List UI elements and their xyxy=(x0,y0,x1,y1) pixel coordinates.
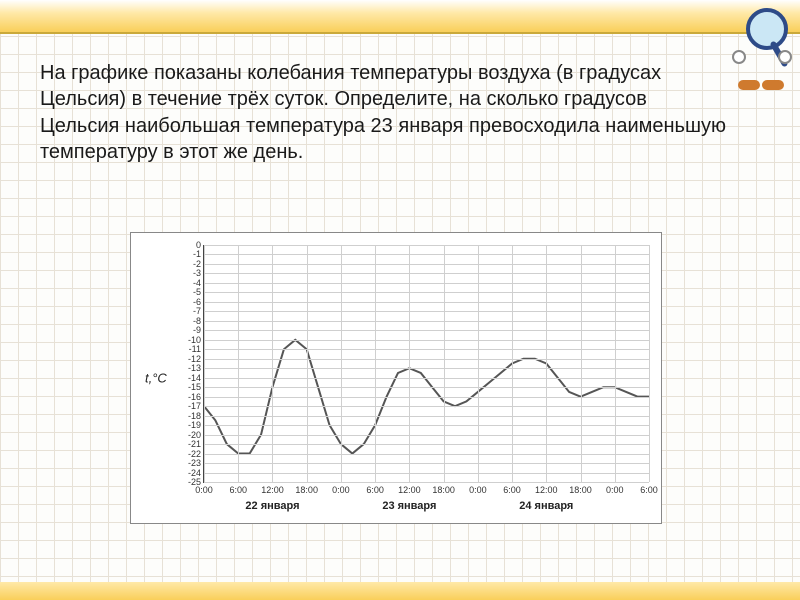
hgrid-line xyxy=(204,311,649,312)
hgrid-line xyxy=(204,273,649,274)
hgrid-line xyxy=(204,463,649,464)
hgrid-line xyxy=(204,349,649,350)
x-tick-label: 0:00 xyxy=(195,482,213,495)
mascot-hand-left xyxy=(732,50,746,64)
hgrid-line xyxy=(204,473,649,474)
hgrid-line xyxy=(204,454,649,455)
hgrid-line xyxy=(204,435,649,436)
hgrid-line xyxy=(204,302,649,303)
hgrid-line xyxy=(204,368,649,369)
x-tick-label: 6:00 xyxy=(229,482,247,495)
x-tick-label: 0:00 xyxy=(606,482,624,495)
vgrid-line xyxy=(478,245,479,482)
hgrid-line xyxy=(204,444,649,445)
hgrid-line xyxy=(204,330,649,331)
mascot-shoe-left xyxy=(738,80,760,90)
vgrid-line xyxy=(444,245,445,482)
vgrid-line xyxy=(512,245,513,482)
top-accent-bar xyxy=(0,0,800,34)
magnifier-lens-icon xyxy=(746,8,788,50)
vgrid-line xyxy=(272,245,273,482)
bottom-accent-bar xyxy=(0,582,800,600)
hgrid-line xyxy=(204,340,649,341)
vgrid-line xyxy=(581,245,582,482)
x-tick-label: 6:00 xyxy=(503,482,521,495)
vgrid-line xyxy=(615,245,616,482)
hgrid-line xyxy=(204,264,649,265)
vgrid-line xyxy=(238,245,239,482)
hgrid-line xyxy=(204,254,649,255)
hgrid-line xyxy=(204,425,649,426)
hgrid-line xyxy=(204,378,649,379)
x-tick-label: 6:00 xyxy=(640,482,658,495)
hgrid-line xyxy=(204,321,649,322)
mascot-hand-right xyxy=(778,50,792,64)
plot-area: 0-1-2-3-4-5-6-7-8-9-10-11-12-13-14-15-16… xyxy=(203,245,649,483)
vgrid-line xyxy=(649,245,650,482)
hgrid-line xyxy=(204,359,649,360)
vgrid-line xyxy=(341,245,342,482)
vgrid-line xyxy=(375,245,376,482)
x-day-label: 23 января xyxy=(382,482,436,512)
mascot-magnifier xyxy=(732,6,792,96)
x-day-label: 22 января xyxy=(245,482,299,512)
hgrid-line xyxy=(204,397,649,398)
temperature-curve xyxy=(204,245,649,482)
vgrid-line xyxy=(546,245,547,482)
x-tick-label: 0:00 xyxy=(332,482,350,495)
vgrid-line xyxy=(409,245,410,482)
x-tick-label: 6:00 xyxy=(366,482,384,495)
hgrid-line xyxy=(204,387,649,388)
hgrid-line xyxy=(204,292,649,293)
x-tick-label: 0:00 xyxy=(469,482,487,495)
hgrid-line xyxy=(204,406,649,407)
hgrid-line xyxy=(204,283,649,284)
hgrid-line xyxy=(204,245,649,246)
hgrid-line xyxy=(204,416,649,417)
mascot-shoe-right xyxy=(762,80,784,90)
vgrid-line xyxy=(307,245,308,482)
slide-page: На графике показаны колебания температур… xyxy=(0,0,800,600)
vgrid-line xyxy=(204,245,205,482)
problem-text: На графике показаны колебания температур… xyxy=(40,60,730,166)
x-day-label: 24 января xyxy=(519,482,573,512)
y-axis-title: t,°C xyxy=(145,371,167,386)
temperature-chart: t,°C 0-1-2-3-4-5-6-7-8-9-10-11-12-13-14-… xyxy=(130,232,662,524)
